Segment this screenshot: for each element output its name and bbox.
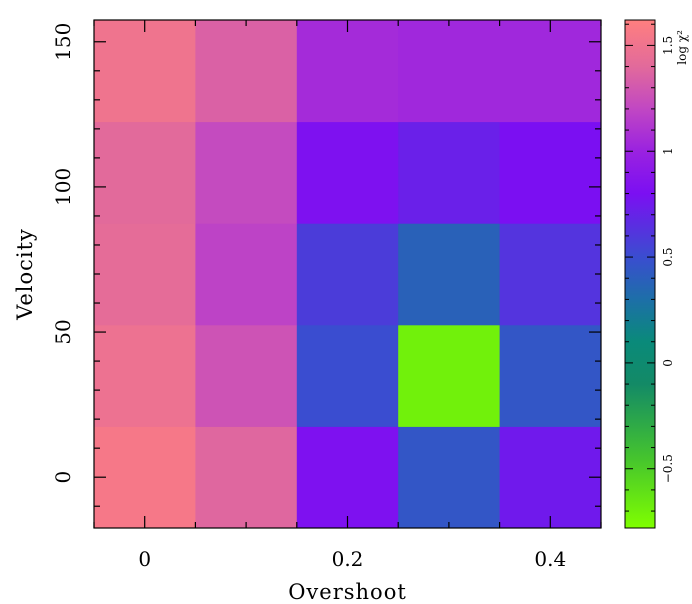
- y-tick-label: 0: [51, 471, 75, 484]
- heatmap-cell: [296, 121, 399, 224]
- heatmap-cell: [94, 426, 196, 529]
- heatmap-cell: [195, 223, 298, 326]
- heatmap-cell: [94, 20, 196, 123]
- heatmap-cell: [499, 426, 602, 529]
- heatmap-cell: [499, 121, 602, 224]
- heatmap-cell: [398, 20, 501, 123]
- heatmap-cell: [195, 426, 298, 529]
- heatmap-cell: [296, 426, 399, 529]
- y-axis-label: Velocity: [13, 228, 37, 321]
- heatmap-cell: [94, 324, 196, 427]
- colorbar-tick-label: 0.5: [661, 248, 675, 267]
- heatmap-cell: [195, 324, 298, 427]
- x-tick-label: 0.2: [332, 547, 364, 571]
- heatmap-cell: [296, 20, 399, 123]
- heatmap-cell: [195, 121, 298, 224]
- heatmap-cell: [398, 121, 501, 224]
- heatmap-cell: [296, 223, 399, 326]
- colorbar-ticks: −0.5 0 0.5 1 1.5: [625, 23, 675, 512]
- y-tick-label: 100: [51, 168, 75, 206]
- heatmap-cell: [499, 324, 602, 427]
- heatmap-cell: [296, 324, 399, 427]
- heatmap-cell: [499, 20, 602, 123]
- heatmap-cell: [398, 324, 501, 427]
- x-axis-ticks: 0 0.2 0.4: [93, 20, 602, 571]
- x-tick-label: 0: [138, 547, 151, 571]
- heatmap-cells: [94, 20, 602, 529]
- heatmap-cell: [94, 121, 196, 224]
- colorbar-tick-label: 0: [661, 359, 675, 367]
- heatmap-cell: [499, 223, 602, 326]
- heatmap-cell: [94, 223, 196, 326]
- x-axis-label: Overshoot: [288, 580, 407, 604]
- y-tick-label: 150: [51, 23, 75, 61]
- heatmap-cell: [195, 20, 298, 123]
- x-tick-label: 0.4: [534, 547, 566, 571]
- colorbar-tick-label: 1.5: [661, 36, 675, 55]
- y-tick-label: 50: [51, 319, 75, 344]
- heatmap-cell: [398, 426, 501, 529]
- y-axis-ticks: 0 50 100 150: [51, 23, 601, 507]
- colorbar-tick-label: 1: [661, 147, 675, 155]
- colorbar: [624, 19, 656, 529]
- colorbar-tick-label: −0.5: [661, 454, 675, 483]
- colorbar-label: log χ²: [675, 30, 689, 65]
- heatmap-cell: [398, 223, 501, 326]
